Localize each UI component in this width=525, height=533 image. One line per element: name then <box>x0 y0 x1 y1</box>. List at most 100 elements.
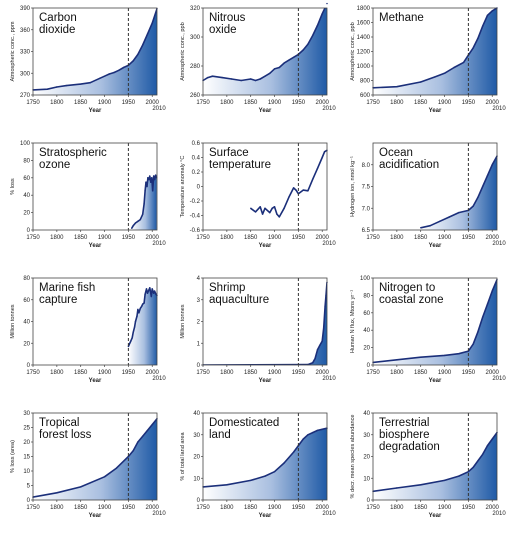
x-end-label: 2010 <box>152 106 166 112</box>
chart-title: Nitrogen to <box>379 282 435 294</box>
x-tick-label: 1750 <box>366 100 380 106</box>
series-line-land <box>203 427 327 488</box>
y-tick-label: 60 <box>23 176 30 182</box>
x-tick-label: 1750 <box>26 505 40 511</box>
y-axis-label: Hydrogen ion, nmol kg⁻¹ <box>350 156 356 217</box>
chart-temp: -0.6 -0.4 -0.2 0 0.2 0.4 0.6 1750 1800 1850 1900 19… <box>180 141 336 249</box>
series-line-temp <box>250 149 327 218</box>
x-tick-label: 1800 <box>390 370 404 376</box>
x-axis-label: Year <box>89 243 102 249</box>
chart-forest: 0 5 10 15 20 25 30 1750 1800 1850 1900 1950 20002010… <box>10 411 166 519</box>
x-end-label: 2010 <box>152 511 166 517</box>
x-tick-label: 1850 <box>244 100 258 106</box>
area-fill-fish <box>128 287 157 365</box>
chart-co2: 270 300 330 360 390 1750 1800 1850 1900 1950 20002… <box>10 6 166 114</box>
chart-title: forest loss <box>39 429 92 441</box>
y-tick-label: 30 <box>363 433 370 439</box>
x-tick-label: 1750 <box>196 100 210 106</box>
y-axis-label: % decr. mean species abundance <box>350 415 356 499</box>
x-tick-label: 1800 <box>220 505 234 511</box>
area-fill-forest <box>33 418 157 500</box>
series-line-ch4 <box>373 8 497 89</box>
y-tick-label: 0 <box>27 228 31 234</box>
x-tick-label: 1800 <box>50 505 64 511</box>
y-tick-label: 600 <box>360 93 371 99</box>
chart-title: Nitrous <box>209 12 246 24</box>
x-tick-label: 1850 <box>74 100 88 106</box>
area-fill-land <box>203 428 327 500</box>
chart-ocean: 6.5 7.0 7.5 8.0 1750 1800 1850 1900 1950 20002010… <box>350 142 506 249</box>
x-end-label: 2010 <box>322 106 336 112</box>
series-line-ozone <box>131 174 157 229</box>
y-axis-label: Atmospheric conc., ppb <box>180 22 186 80</box>
y-axis-label: % of total land area <box>180 432 186 481</box>
y-axis-label: % loss (area) <box>10 440 16 473</box>
x-tick-label: 1750 <box>26 100 40 106</box>
x-tick-label: 2000 <box>146 235 160 241</box>
y-tick-label: 1200 <box>357 50 371 56</box>
y-tick-label: 0 <box>27 498 31 504</box>
x-end-label: 2010 <box>492 376 506 382</box>
y-tick-label: 1400 <box>357 35 371 41</box>
x-tick-label: 1750 <box>366 235 380 241</box>
area-fill-co2 <box>33 8 157 95</box>
x-tick-label: 1950 <box>462 100 476 106</box>
x-tick-label: 1750 <box>196 235 210 241</box>
x-tick-label: 1900 <box>268 505 282 511</box>
plot-frame-ozone <box>32 142 158 231</box>
y-tick-label: 280 <box>190 64 201 70</box>
chart-title: Ocean <box>379 147 413 159</box>
x-tick-label: 1900 <box>438 505 452 511</box>
x-axis-label: Year <box>259 378 272 384</box>
y-axis-label: Million tonnes <box>180 304 186 338</box>
series-line-biosphere <box>373 432 497 493</box>
y-tick-label: -0.4 <box>190 214 201 220</box>
x-tick-label: 2000 <box>316 505 330 511</box>
chart-title: oxide <box>209 24 237 36</box>
x-tick-label: 1900 <box>98 370 112 376</box>
chart-title: biosphere <box>379 429 430 441</box>
chart-title: land <box>209 429 231 441</box>
x-axis-label: Year <box>429 243 442 249</box>
plot-frame-nitrogen <box>372 277 498 366</box>
y-tick-label: 30 <box>193 433 200 439</box>
x-tick-label: 1750 <box>196 370 210 376</box>
x-tick-label: 1850 <box>414 370 428 376</box>
chart-ch4: 600 800 1000 1200 1400 1600 1800 1750 1800 1850 19… <box>350 6 506 114</box>
x-tick-label: 1800 <box>390 235 404 241</box>
x-end-label: 2010 <box>322 511 336 517</box>
y-tick-label: 330 <box>20 50 31 56</box>
x-tick-label: 2000 <box>146 505 160 511</box>
x-tick-label: 1850 <box>414 505 428 511</box>
chart-title: ozone <box>39 159 70 171</box>
y-tick-label: 360 <box>20 28 31 34</box>
x-tick-label: 1850 <box>74 235 88 241</box>
chart-title: Shrimp <box>209 282 245 294</box>
y-tick-label: 0 <box>197 185 201 191</box>
x-tick-label: 1800 <box>220 235 234 241</box>
y-tick-label: 0 <box>27 363 31 369</box>
y-tick-label: 0 <box>197 498 201 504</box>
y-tick-label: 40 <box>193 411 200 417</box>
chart-title: acidification <box>379 159 439 171</box>
x-tick-label: 1800 <box>50 100 64 106</box>
y-tick-label: 10 <box>363 476 370 482</box>
data-point-n2o-2010 <box>326 2 328 5</box>
x-tick-label: 1950 <box>462 370 476 376</box>
x-tick-label: 1950 <box>122 370 136 376</box>
x-tick-label: 1900 <box>438 100 452 106</box>
y-tick-label: 0.4 <box>192 156 201 162</box>
x-tick-label: 1900 <box>98 235 112 241</box>
y-axis-label: Million tonnes <box>10 304 16 338</box>
x-tick-label: 1800 <box>220 100 234 106</box>
x-tick-label: 1950 <box>292 235 306 241</box>
area-fill-ch4 <box>373 8 497 95</box>
x-tick-label: 2000 <box>486 370 500 376</box>
y-tick-label: 8.0 <box>362 163 371 169</box>
chart-title: coastal zone <box>379 294 444 306</box>
chart-title: temperature <box>209 159 271 171</box>
y-tick-label: 40 <box>23 193 30 199</box>
y-tick-label: 20 <box>363 346 370 352</box>
